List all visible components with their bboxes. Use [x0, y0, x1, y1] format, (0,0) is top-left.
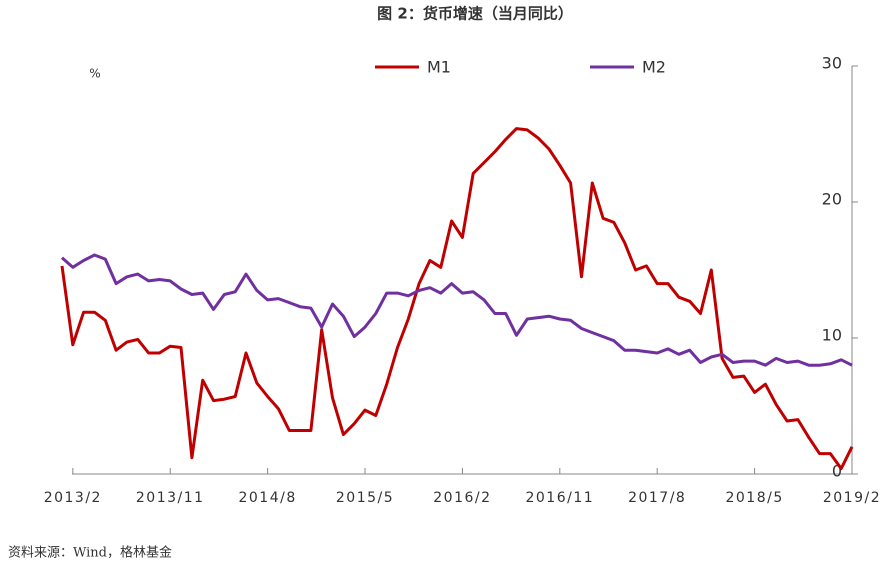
y-axis-unit: % [89, 67, 100, 81]
x-tick-label: 2019/2 [823, 490, 881, 506]
y-tick-label: 20 [822, 190, 842, 209]
x-tick-label: 2015/5 [336, 490, 394, 506]
legend-label: M1 [427, 58, 451, 77]
source-note: 资料来源：Wind，格林基金 [8, 545, 172, 561]
legend-label: M2 [642, 58, 666, 77]
y-tick-label: 30 [822, 54, 842, 73]
series-line [60, 127, 854, 471]
x-tick-label: 2016/2 [433, 490, 491, 506]
x-tick-label: 2014/8 [238, 490, 296, 506]
x-tick-label: 2017/8 [628, 490, 686, 506]
x-tick-label: 2016/11 [525, 490, 594, 506]
chart-title: 图 2：货币增速（当月同比） [377, 5, 573, 23]
x-tick-label: 2018/5 [725, 490, 783, 506]
series-line [61, 253, 853, 367]
y-tick-label: 10 [822, 326, 842, 345]
x-tick-label: 2013/11 [136, 490, 205, 506]
x-tick-label: 2013/2 [44, 490, 102, 506]
y-tick-label: 0 [832, 462, 842, 481]
